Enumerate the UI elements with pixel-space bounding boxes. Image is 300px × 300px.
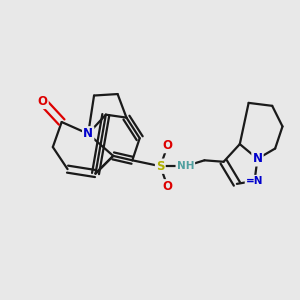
Text: NH: NH [177, 161, 194, 171]
Text: N: N [83, 127, 93, 140]
Text: =N: =N [246, 176, 263, 186]
Text: S: S [156, 160, 165, 173]
Text: N: N [253, 152, 262, 165]
Text: O: O [38, 95, 47, 108]
Text: O: O [163, 139, 173, 152]
Text: O: O [163, 180, 173, 193]
